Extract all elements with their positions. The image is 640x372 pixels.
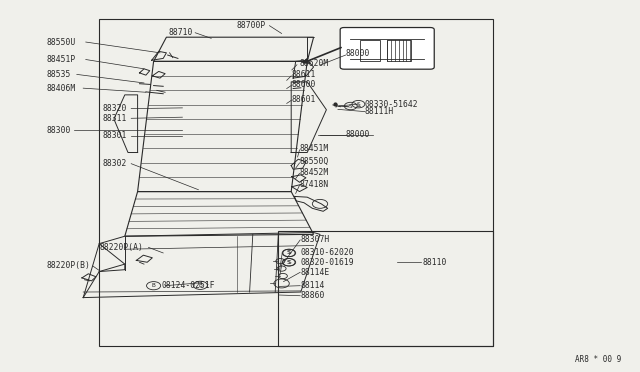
Text: S: S: [287, 250, 291, 256]
Text: 87418N: 87418N: [300, 180, 329, 189]
Text: 88600: 88600: [291, 80, 316, 89]
Text: 88311: 88311: [102, 114, 127, 123]
Text: 88550Q: 88550Q: [300, 157, 329, 166]
Text: 88301: 88301: [102, 131, 127, 140]
Text: 88302: 88302: [102, 159, 127, 168]
Text: B: B: [198, 283, 202, 288]
Text: AR8 * 00 9: AR8 * 00 9: [575, 355, 621, 364]
Text: 88451P: 88451P: [47, 55, 76, 64]
Text: 88601: 88601: [291, 95, 316, 104]
FancyBboxPatch shape: [340, 28, 435, 69]
Bar: [360, 40, 380, 61]
Text: 08124-0251F: 08124-0251F: [162, 281, 216, 290]
Text: 08320-01619: 08320-01619: [301, 258, 355, 267]
Text: 88611: 88611: [291, 70, 316, 79]
Text: 88710: 88710: [169, 28, 193, 37]
Text: 88700P: 88700P: [237, 21, 266, 30]
Text: S: S: [287, 250, 291, 256]
Bar: [99, 19, 493, 346]
Bar: [387, 40, 411, 61]
Text: 88111H: 88111H: [365, 107, 394, 116]
Text: S: S: [349, 103, 353, 109]
Text: 88307H: 88307H: [301, 235, 330, 244]
Text: 88535: 88535: [47, 70, 71, 79]
Text: 88114: 88114: [301, 281, 325, 290]
Text: 88110: 88110: [422, 258, 447, 267]
Text: 08310-62020: 08310-62020: [301, 248, 355, 257]
Text: S: S: [356, 102, 360, 107]
Text: 88000: 88000: [346, 49, 370, 58]
Text: S: S: [287, 260, 291, 265]
Text: S: S: [287, 260, 291, 265]
Text: B: B: [152, 283, 156, 288]
Text: 88620M: 88620M: [300, 59, 329, 68]
Text: 88114E: 88114E: [301, 268, 330, 277]
Text: 88220P(B): 88220P(B): [47, 262, 91, 270]
Text: 88300: 88300: [47, 126, 71, 135]
Text: 88220P(A): 88220P(A): [99, 243, 143, 252]
Text: 88451M: 88451M: [300, 144, 329, 153]
Text: 88550U: 88550U: [47, 38, 76, 46]
Bar: [278, 231, 493, 346]
Text: 08330-51642: 08330-51642: [365, 100, 419, 109]
Text: 88452M: 88452M: [300, 168, 329, 177]
Text: 88860: 88860: [301, 291, 325, 300]
Text: 88406M: 88406M: [47, 84, 76, 93]
Text: 88320: 88320: [102, 104, 127, 113]
Text: 88000: 88000: [346, 130, 370, 139]
